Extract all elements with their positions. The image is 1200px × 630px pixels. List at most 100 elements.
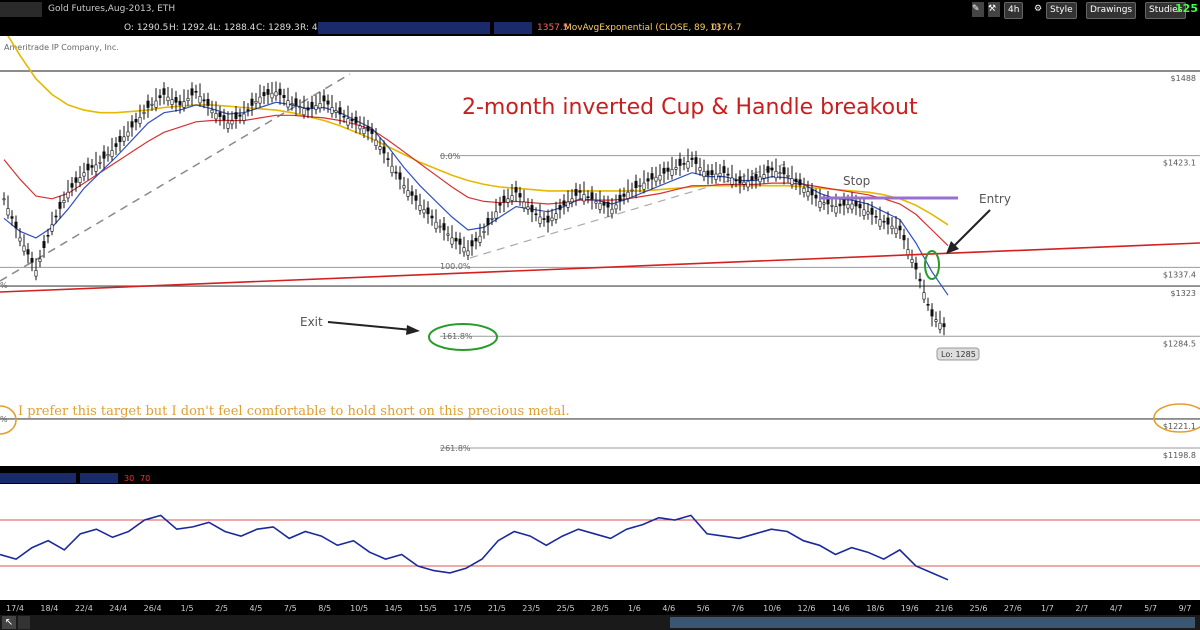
x-tick-label: 17/4 [6, 604, 24, 613]
price-candle [934, 319, 938, 322]
price-candle [930, 309, 934, 317]
price-candle [94, 164, 98, 172]
price-axis-label: $1423.1 [1163, 159, 1196, 168]
price-candle [218, 112, 222, 117]
watermark: Ameritrade IP Company, Inc. [4, 43, 119, 52]
trend-line-dashed-2[interactable] [469, 163, 786, 259]
price-candle [694, 157, 698, 164]
price-candle [270, 92, 274, 99]
price-candle [738, 176, 742, 184]
price-candle [914, 262, 918, 270]
price-candle [434, 221, 438, 229]
price-candle [206, 98, 210, 106]
price-candle [266, 89, 270, 95]
price-candle [574, 189, 578, 196]
price-readout-bar: O: 1290.5 H: 1292.4 L: 1288.4 C: 1289.3 … [0, 20, 1200, 36]
price-axis-label: $1337.4 [1163, 270, 1196, 279]
price-candle [486, 218, 490, 226]
price-candle [38, 258, 42, 262]
price-axis-label: $1323 [1171, 289, 1196, 298]
style-button[interactable]: Style [1046, 2, 1077, 19]
symbol-box[interactable] [0, 2, 42, 17]
neckline[interactable] [0, 242, 1200, 293]
cursor-icon[interactable]: ↖ [2, 616, 16, 629]
price-candle [690, 157, 694, 160]
price-candle [570, 198, 574, 203]
price-candle [910, 259, 914, 263]
price-candle [58, 201, 62, 209]
price-axis-labels: $1488 $1423.1 $1337.4 $1323 $1284.5 $1221.1 $1… [1163, 74, 1196, 460]
price-candle [426, 207, 430, 215]
price-candle [254, 101, 258, 104]
x-tick-label: 10/5 [350, 604, 368, 613]
price-candle [214, 113, 218, 120]
x-axis-svg: 17/4 18/4 22/4 24/4 26/4 1/5 2/5 4/5 7/5 8/5 10/5 1… [6, 604, 1191, 613]
price-candle [822, 202, 826, 205]
price-candle [686, 161, 690, 169]
timeframe-selector[interactable]: 4h [1004, 2, 1024, 19]
x-tick-label: 8/5 [318, 604, 331, 613]
drawing-tool-icon[interactable]: ✎ [972, 2, 984, 17]
price-candle [74, 177, 78, 183]
x-tick-label: 18/4 [40, 604, 58, 613]
price-candle [430, 215, 434, 219]
price-candle [262, 92, 266, 97]
pan-icon[interactable] [18, 616, 30, 629]
x-tick-label: 4/7 [1110, 604, 1123, 613]
price-candle [354, 116, 358, 124]
price-candle [446, 233, 450, 236]
price-candle [390, 165, 394, 173]
price-candle [482, 231, 486, 233]
timeline-scrollbar[interactable] [670, 617, 1195, 628]
price-candle [874, 216, 878, 218]
price-candle [834, 206, 838, 214]
price-candle [714, 173, 718, 180]
style-gear-icon[interactable]: ⚙ [1034, 4, 1043, 14]
price-candle [22, 245, 26, 252]
price-candle [654, 176, 658, 182]
entry-arrow-head [946, 241, 959, 254]
x-tick-label: 5/6 [697, 604, 710, 613]
price-candle [98, 162, 102, 164]
price-candle [378, 146, 382, 150]
price-candle [374, 139, 378, 146]
exit-arrow-head [406, 325, 420, 335]
price-candle [806, 191, 810, 197]
price-candle [342, 115, 346, 118]
panel-divider[interactable] [0, 466, 1200, 470]
price-candle [662, 167, 666, 174]
price-candle [294, 98, 298, 106]
price-candle [782, 167, 786, 175]
price-candle [550, 217, 554, 222]
price-candle [122, 136, 126, 142]
price-candle [210, 109, 214, 114]
fib-0-label: 0.0% [440, 152, 461, 161]
x-tick-label: 21/5 [488, 604, 506, 613]
price-candle [314, 105, 318, 110]
price-candle [66, 191, 70, 199]
readout-close: C: 1289.3 [256, 23, 300, 33]
price-candle [326, 100, 330, 105]
price-candle [674, 167, 678, 170]
studies-button[interactable]: Studies [1145, 2, 1187, 19]
left-pct-label-1: % [0, 281, 8, 290]
price-candle [142, 112, 146, 114]
price-candle [54, 215, 58, 218]
price-candle [298, 106, 302, 109]
chart-canvas[interactable]: Ameritrade IP Company, Inc. $1488 $1423.1… [0, 36, 1200, 600]
x-tick-label: 12/6 [798, 604, 816, 613]
x-tick-label: 21/6 [935, 604, 953, 613]
price-candle [774, 171, 778, 179]
drawings-button[interactable]: Drawings [1086, 2, 1137, 19]
price-candle [382, 146, 386, 154]
price-candle [458, 238, 462, 245]
price-panel: Ameritrade IP Company, Inc. $1488 $1423.1… [0, 36, 1200, 460]
x-tick-label: 2/7 [1075, 604, 1088, 613]
price-candle [222, 115, 226, 121]
price-candle [462, 247, 466, 253]
price-candle [650, 173, 654, 180]
readout-low: L: 1288.4 [213, 23, 256, 33]
price-candle [638, 185, 642, 187]
rsi-label-block [0, 473, 76, 483]
wrench-icon[interactable]: ⚒ [988, 2, 1000, 17]
